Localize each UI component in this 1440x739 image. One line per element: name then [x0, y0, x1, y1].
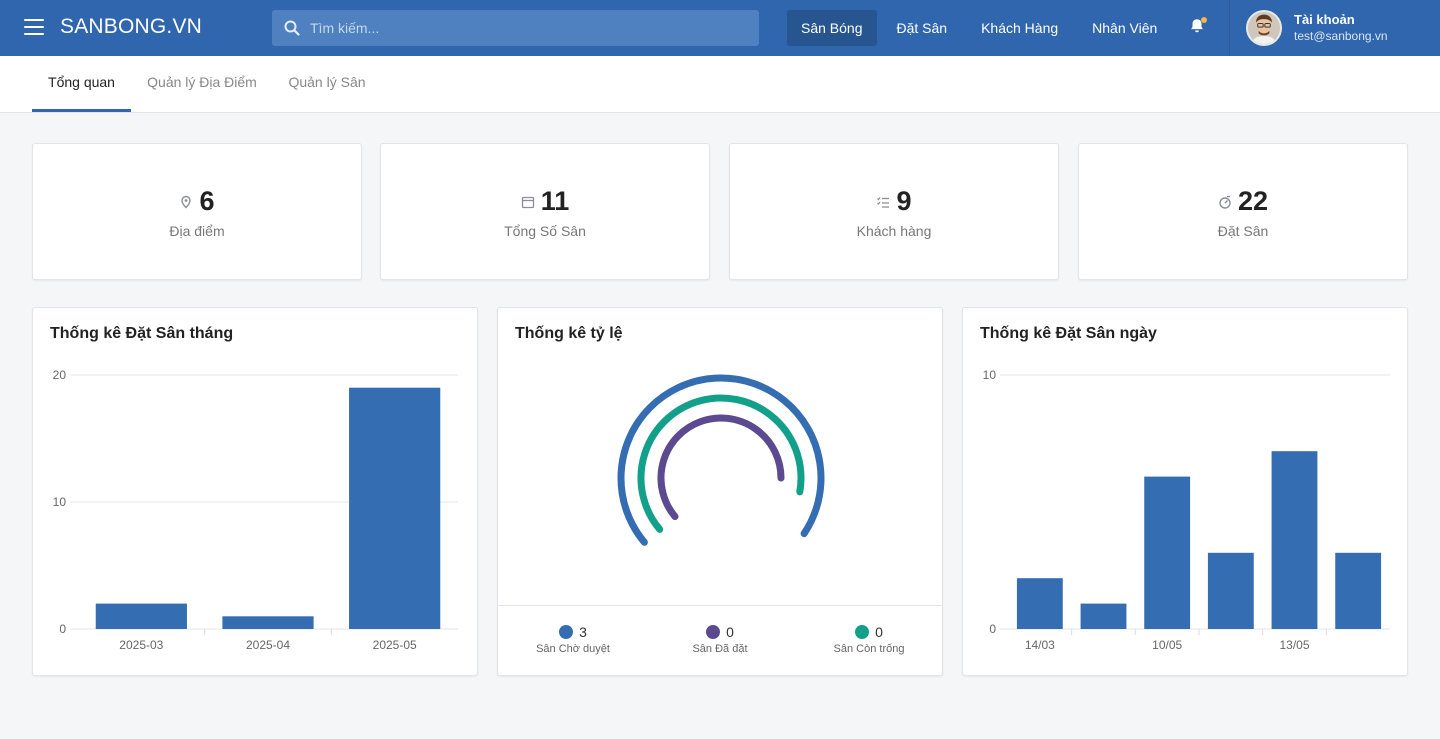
nav-nhan-vien[interactable]: Nhân Viên: [1092, 20, 1158, 36]
ratio-chart-card: Thống kê tỷ lệ 3 Sân Chờ duyệt 0 Sân Đã …: [497, 307, 943, 676]
bar[interactable]: [1080, 603, 1127, 629]
stat-card-bookings: 22 Đặt Sân: [1078, 143, 1408, 280]
legend-value: 0: [726, 624, 734, 640]
search-input[interactable]: [310, 20, 730, 36]
calendar-icon: [521, 196, 534, 208]
y-tick-label: 20: [53, 368, 67, 382]
stat-card-fields: 11 Tổng Số Sân: [380, 143, 710, 280]
nav-dat-san[interactable]: Đặt Sân: [896, 20, 948, 36]
legend-dot: [706, 625, 721, 639]
stat-label: Tổng Số Sân: [504, 223, 586, 239]
legend-label: Sân Đã đặt: [692, 643, 748, 655]
avatar[interactable]: [1246, 10, 1282, 46]
stat-card-customers: 9 Khách hàng: [729, 143, 1059, 280]
legend-label: Sân Chờ duyệt: [536, 643, 610, 655]
account-email: test@sanbong.vn: [1294, 29, 1388, 43]
tab-quan-ly-dia-diem[interactable]: Quản lý Địa Điểm: [147, 74, 257, 90]
bar[interactable]: [1016, 578, 1063, 629]
notification-dot: [1201, 17, 1207, 23]
main-nav: Sân Bóng Đặt Sân Khách Hàng Nhân Viên: [787, 10, 1177, 46]
bar[interactable]: [1207, 552, 1254, 629]
legend-item-cho-duyet[interactable]: 3 Sân Chờ duyệt: [503, 624, 643, 655]
x-tick-label: 2025-03: [119, 638, 163, 652]
sub-tabs: Tổng quan Quản lý Địa Điểm Quản lý Sân: [0, 56, 1440, 113]
x-tick-label: 13/05: [1279, 638, 1309, 652]
stat-value: 6: [199, 186, 215, 216]
bar[interactable]: [349, 387, 441, 629]
legend-dot: [559, 625, 574, 639]
daily-chart-title: Thống kê Đặt Sân ngày: [980, 325, 1157, 342]
bar[interactable]: [1144, 476, 1191, 629]
radial-arc[interactable]: [657, 414, 785, 521]
stat-card-locations: 6 Địa điểm: [32, 143, 362, 280]
y-tick-label: 10: [53, 495, 67, 509]
daily-chart-card: Thống kê Đặt Sân ngày 0 10 14/03 10/05 13/05: [962, 307, 1408, 676]
y-tick-label: 10: [983, 368, 997, 382]
daily-bar-chart: 0 10 14/03 10/05 13/05: [983, 368, 1390, 652]
stat-value: 22: [1237, 186, 1269, 216]
legend-item-da-dat[interactable]: 0 Sân Đã đặt: [650, 624, 790, 655]
header-divider: [1229, 0, 1230, 56]
stat-label: Địa điểm: [169, 223, 225, 239]
top-navbar: SANBONG.VN Sân Bóng Đặt Sân Khách Hàng N…: [0, 0, 1440, 56]
monthly-chart-title: Thống kê Đặt Sân tháng: [50, 325, 234, 342]
monthly-bar-chart: 0 10 20 2025-03 2025-04 2025-05: [53, 368, 458, 652]
x-tick-label: 2025-05: [373, 638, 417, 652]
x-tick-label: 14/03: [1025, 638, 1055, 652]
radial-arc[interactable]: [617, 374, 825, 546]
ratio-chart-title: Thống kê tỷ lệ: [515, 325, 623, 342]
account-name[interactable]: Tài khoản: [1294, 12, 1355, 27]
stat-label: Đặt Sân: [1217, 223, 1269, 239]
tab-quan-ly-san[interactable]: Quản lý Sân: [288, 74, 366, 90]
tab-tong-quan[interactable]: Tổng quan: [32, 56, 131, 112]
y-tick-label: 0: [989, 622, 996, 636]
legend-value: 3: [579, 624, 587, 640]
y-tick-label: 0: [59, 622, 66, 636]
menu-icon[interactable]: [24, 19, 44, 35]
timer-icon: [1219, 195, 1231, 209]
stat-value: 11: [540, 186, 570, 216]
legend-value: 0: [875, 624, 883, 640]
bar[interactable]: [1271, 451, 1318, 629]
stat-value: 9: [896, 186, 912, 216]
x-tick-label: 10/05: [1152, 638, 1182, 652]
ratio-radial-chart: [617, 374, 825, 546]
nav-khach-hang[interactable]: Khách Hàng: [981, 20, 1059, 36]
map-pin-icon: [181, 195, 192, 208]
legend-dot: [855, 625, 870, 639]
bar[interactable]: [95, 603, 187, 629]
notification-bell-icon[interactable]: [1188, 17, 1208, 37]
legend-label: Sân Còn trống: [833, 643, 905, 655]
brand-logo[interactable]: SANBONG.VN: [60, 15, 203, 38]
ratio-legend: 3 Sân Chờ duyệt 0 Sân Đã đặt 0 Sân Còn t…: [498, 605, 942, 677]
checklist-icon: [877, 196, 890, 208]
bar[interactable]: [222, 616, 314, 629]
stat-label: Khách hàng: [856, 223, 932, 239]
monthly-chart-card: Thống kê Đặt Sân tháng 0 10 20 2025-03 2025-…: [32, 307, 478, 676]
search-box[interactable]: [272, 10, 759, 46]
x-tick-label: 2025-04: [246, 638, 290, 652]
search-icon: [284, 20, 300, 36]
nav-san-bong[interactable]: Sân Bóng: [787, 10, 877, 46]
bar[interactable]: [1335, 552, 1382, 629]
radial-arc[interactable]: [637, 394, 805, 533]
legend-item-con-trong[interactable]: 0 Sân Còn trống: [799, 624, 939, 655]
